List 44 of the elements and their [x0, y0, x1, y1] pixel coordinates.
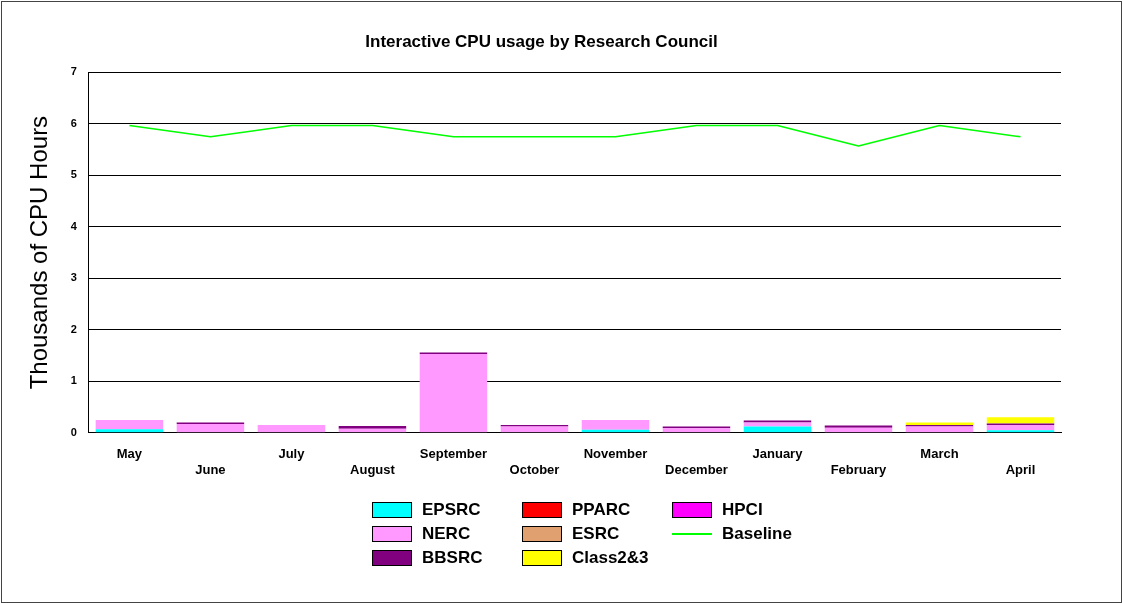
y-tick-label: 4	[70, 219, 78, 232]
chart-title: Interactive CPU usage by Research Council	[365, 31, 718, 51]
x-tick-label: December	[665, 461, 728, 477]
y-tick-label: 6	[70, 116, 77, 129]
y-tick-label: 2	[70, 322, 77, 335]
y-tick-label: 5	[70, 168, 77, 181]
bar	[581, 419, 650, 430]
x-tick-label: March	[920, 446, 959, 462]
legend-label: ESRC	[572, 524, 620, 544]
bar	[176, 424, 245, 433]
x-tick-label: October	[509, 461, 560, 477]
bar	[257, 425, 326, 433]
bar	[338, 426, 407, 429]
bar	[743, 420, 812, 423]
x-tick-label: February	[830, 461, 888, 477]
bar	[824, 425, 893, 428]
bar	[662, 428, 731, 433]
x-tick-label: January	[752, 446, 804, 462]
y-axis-title: Thousands of CPU Hours	[25, 115, 53, 390]
legend-label: Class2&3	[572, 548, 649, 568]
bar	[95, 419, 164, 430]
x-tick-label: May	[116, 446, 143, 462]
legend-label: NERC	[422, 524, 471, 544]
y-tick-label: 7	[70, 65, 77, 78]
bar	[743, 422, 812, 427]
x-tick-label: September	[419, 446, 488, 462]
legend-label: HPCI	[722, 500, 763, 520]
x-tick-label: August	[350, 461, 396, 477]
bar	[986, 425, 1055, 431]
legend-label: EPSRC	[422, 500, 481, 520]
y-tick-label: 3	[70, 271, 77, 284]
bar	[419, 354, 488, 433]
y-tick-label: 0	[70, 425, 77, 438]
y-tick-label: 1	[70, 374, 77, 387]
x-tick-label: July	[278, 446, 306, 462]
legend-label: BBSRC	[422, 548, 483, 568]
x-tick-label: June	[195, 461, 226, 477]
x-tick-label: November	[583, 446, 648, 462]
bar	[986, 417, 1055, 424]
legend-label: PPARC	[572, 500, 631, 520]
bar	[95, 429, 164, 433]
bar	[986, 430, 1055, 433]
legend-label: Baseline	[722, 524, 792, 544]
x-tick-label: April	[1005, 461, 1036, 477]
